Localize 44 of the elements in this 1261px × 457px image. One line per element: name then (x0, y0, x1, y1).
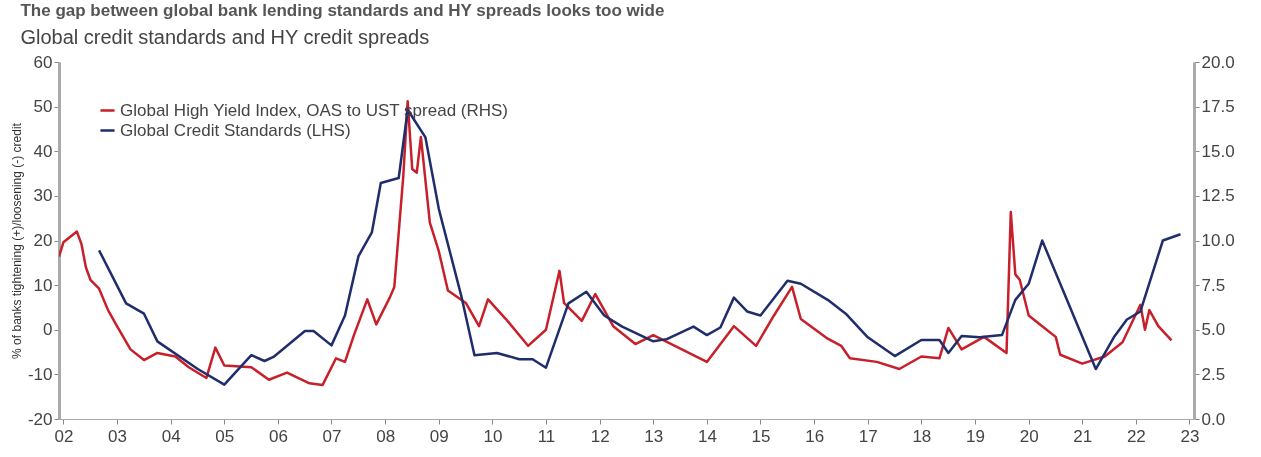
y-axis-title: % of banks tightening (+)/loosening (-) credit (9, 122, 24, 359)
x-tick-label: 08 (376, 426, 396, 446)
x-tick-label: 19 (966, 426, 985, 446)
y-tick-label: -10 (27, 364, 53, 384)
y-tick-label: 60 (33, 52, 53, 72)
chart-title: The gap between global bank lending standards and HY spreads looks too wide (20, 1, 665, 20)
x-tick-label: 16 (805, 426, 825, 446)
x-tick-label: 10 (483, 426, 503, 446)
x-tick-label: 05 (215, 426, 235, 446)
x-tick-label: 20 (1019, 426, 1039, 446)
y2-tick-label: 5.0 (1201, 320, 1226, 340)
x-tick-label: 13 (644, 426, 664, 446)
legend-label: Global Credit Standards (LHS) (120, 120, 351, 140)
y-tick-label: 40 (33, 141, 53, 161)
y-tick-label: 20 (33, 231, 53, 250)
x-tick-label: 06 (268, 426, 288, 446)
x-tick-label: 03 (108, 426, 127, 446)
y2-tick-label: 17.5 (1201, 97, 1235, 117)
x-tick-label: 17 (858, 426, 878, 446)
y2-tick-label: 15.0 (1201, 141, 1235, 161)
y2-tick-label: 10.0 (1201, 231, 1235, 250)
chart-subtitle: Global credit standards and HY credit spreads (20, 26, 430, 48)
y2-tick-label: 2.5 (1201, 364, 1226, 384)
y2-tick-label: 20.0 (1201, 52, 1235, 72)
x-tick-label: 18 (912, 426, 932, 446)
x-tick-label: 09 (429, 426, 449, 446)
x-tick-label: 11 (537, 426, 556, 446)
y-tick-label: 0 (43, 320, 53, 340)
x-tick-label: 14 (697, 426, 717, 446)
x-tick-label: 15 (751, 426, 771, 446)
y2-tick-label: 0.0 (1201, 409, 1226, 429)
x-tick-label: 12 (590, 426, 610, 446)
y-tick-label: 30 (33, 186, 53, 206)
y2-tick-label: 7.5 (1201, 275, 1226, 295)
y2-tick-label: 12.5 (1201, 186, 1235, 206)
x-tick-label: 21 (1073, 426, 1093, 446)
x-tick-label: 02 (54, 426, 74, 446)
y-tick-label: -20 (27, 409, 53, 429)
y-tick-label: 10 (33, 275, 53, 295)
x-tick-label: 22 (1126, 426, 1146, 446)
y-tick-label: 50 (33, 97, 53, 117)
x-tick-label: 23 (1180, 426, 1200, 446)
x-tick-label: 04 (161, 426, 181, 446)
x-tick-label: 07 (322, 426, 342, 446)
